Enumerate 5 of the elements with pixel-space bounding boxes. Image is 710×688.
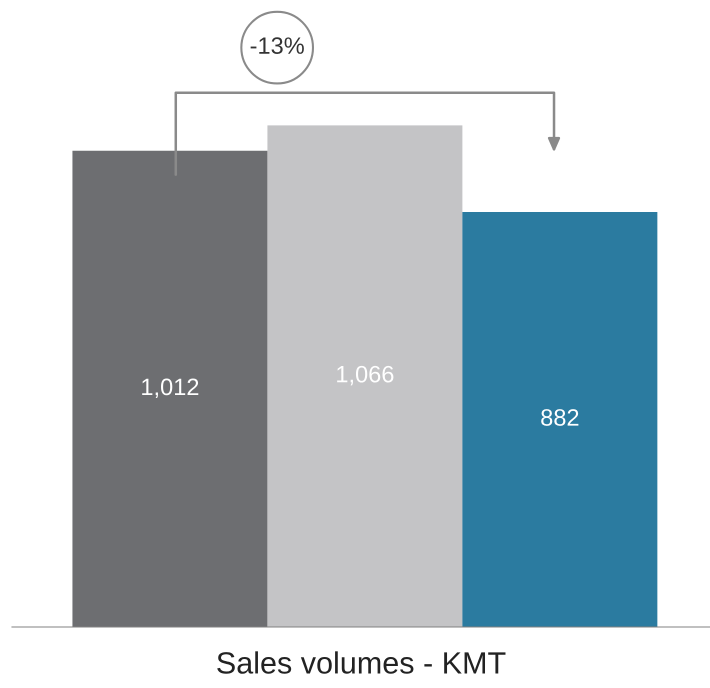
data-label: 1,012 xyxy=(142,378,198,398)
data-label: 1,066 xyxy=(337,366,394,386)
text: -13% xyxy=(250,37,304,54)
x-axis-title: Sales volumes - KMT xyxy=(217,651,506,674)
data-label: 882 xyxy=(541,409,578,426)
